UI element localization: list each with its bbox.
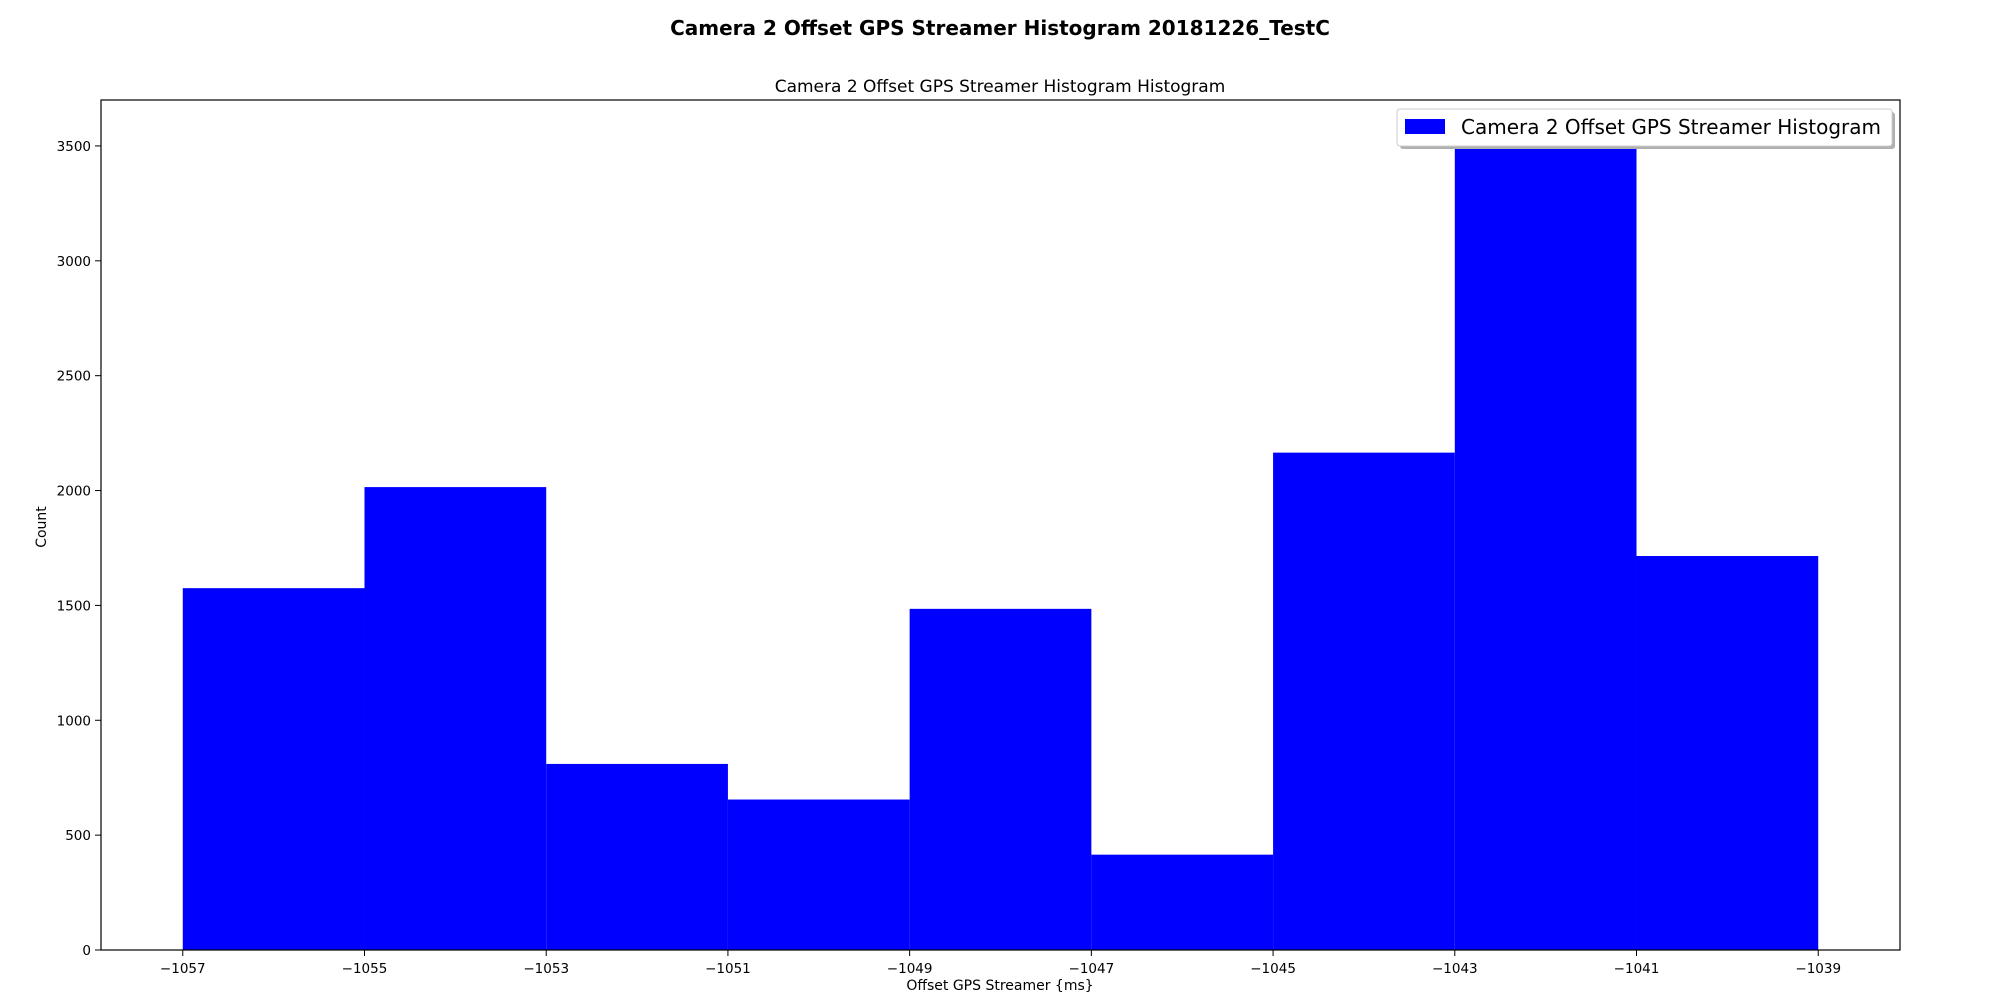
histogram-bar xyxy=(727,799,910,950)
histogram-bar xyxy=(364,487,547,950)
x-tick-label: −1057 xyxy=(160,961,206,977)
bars-group xyxy=(182,132,1819,950)
x-tick-label: −1053 xyxy=(523,961,569,977)
y-tick-label: 0 xyxy=(82,943,91,959)
legend-label: Camera 2 Offset GPS Streamer Histogram xyxy=(1461,115,1881,139)
x-tick-label: −1047 xyxy=(1069,961,1115,977)
x-tick-label: −1041 xyxy=(1614,961,1660,977)
x-tick-label: −1039 xyxy=(1795,961,1841,977)
histogram-bar xyxy=(1091,854,1274,950)
y-tick-label: 2500 xyxy=(57,369,91,385)
axes-title: Camera 2 Offset GPS Streamer Histogram H… xyxy=(775,77,1226,97)
y-tick-label: 1000 xyxy=(57,713,91,729)
histogram-bar xyxy=(1454,132,1637,950)
legend-swatch xyxy=(1405,119,1445,134)
figure-suptitle: Camera 2 Offset GPS Streamer Histogram 2… xyxy=(670,16,1330,40)
x-tick-label: −1051 xyxy=(705,961,751,977)
plot-frame xyxy=(100,99,1901,951)
legend: Camera 2 Offset GPS Streamer Histogram xyxy=(1396,108,1895,149)
y-tick-label: 500 xyxy=(65,828,91,844)
y-tick-label: 3500 xyxy=(57,139,91,155)
y-tick-label: 3000 xyxy=(57,254,91,270)
x-axis-ticks: −1057 −1055 −1053 −1051 −1049 −1047 −1045 −1043… xyxy=(160,950,1841,977)
histogram-bar xyxy=(546,763,728,950)
x-tick-label: −1055 xyxy=(342,961,388,977)
x-tick-label: −1049 xyxy=(887,961,933,977)
y-axis-ticks: 0 500 1000 1500 2000 2500 3000 3500 xyxy=(57,139,101,959)
x-tick-label: −1045 xyxy=(1250,961,1296,977)
y-axis-label: Count xyxy=(34,506,50,548)
y-tick-label: 2000 xyxy=(57,484,91,500)
histogram-bar xyxy=(182,588,365,950)
x-axis-label: Offset GPS Streamer {ms} xyxy=(906,978,1093,994)
y-tick-label: 1500 xyxy=(57,598,91,614)
x-tick-label: −1043 xyxy=(1432,961,1478,977)
histogram-bar xyxy=(1636,556,1819,950)
histogram-bar xyxy=(1273,452,1455,950)
legend-box xyxy=(1396,108,1893,147)
histogram-bar xyxy=(909,608,1092,950)
